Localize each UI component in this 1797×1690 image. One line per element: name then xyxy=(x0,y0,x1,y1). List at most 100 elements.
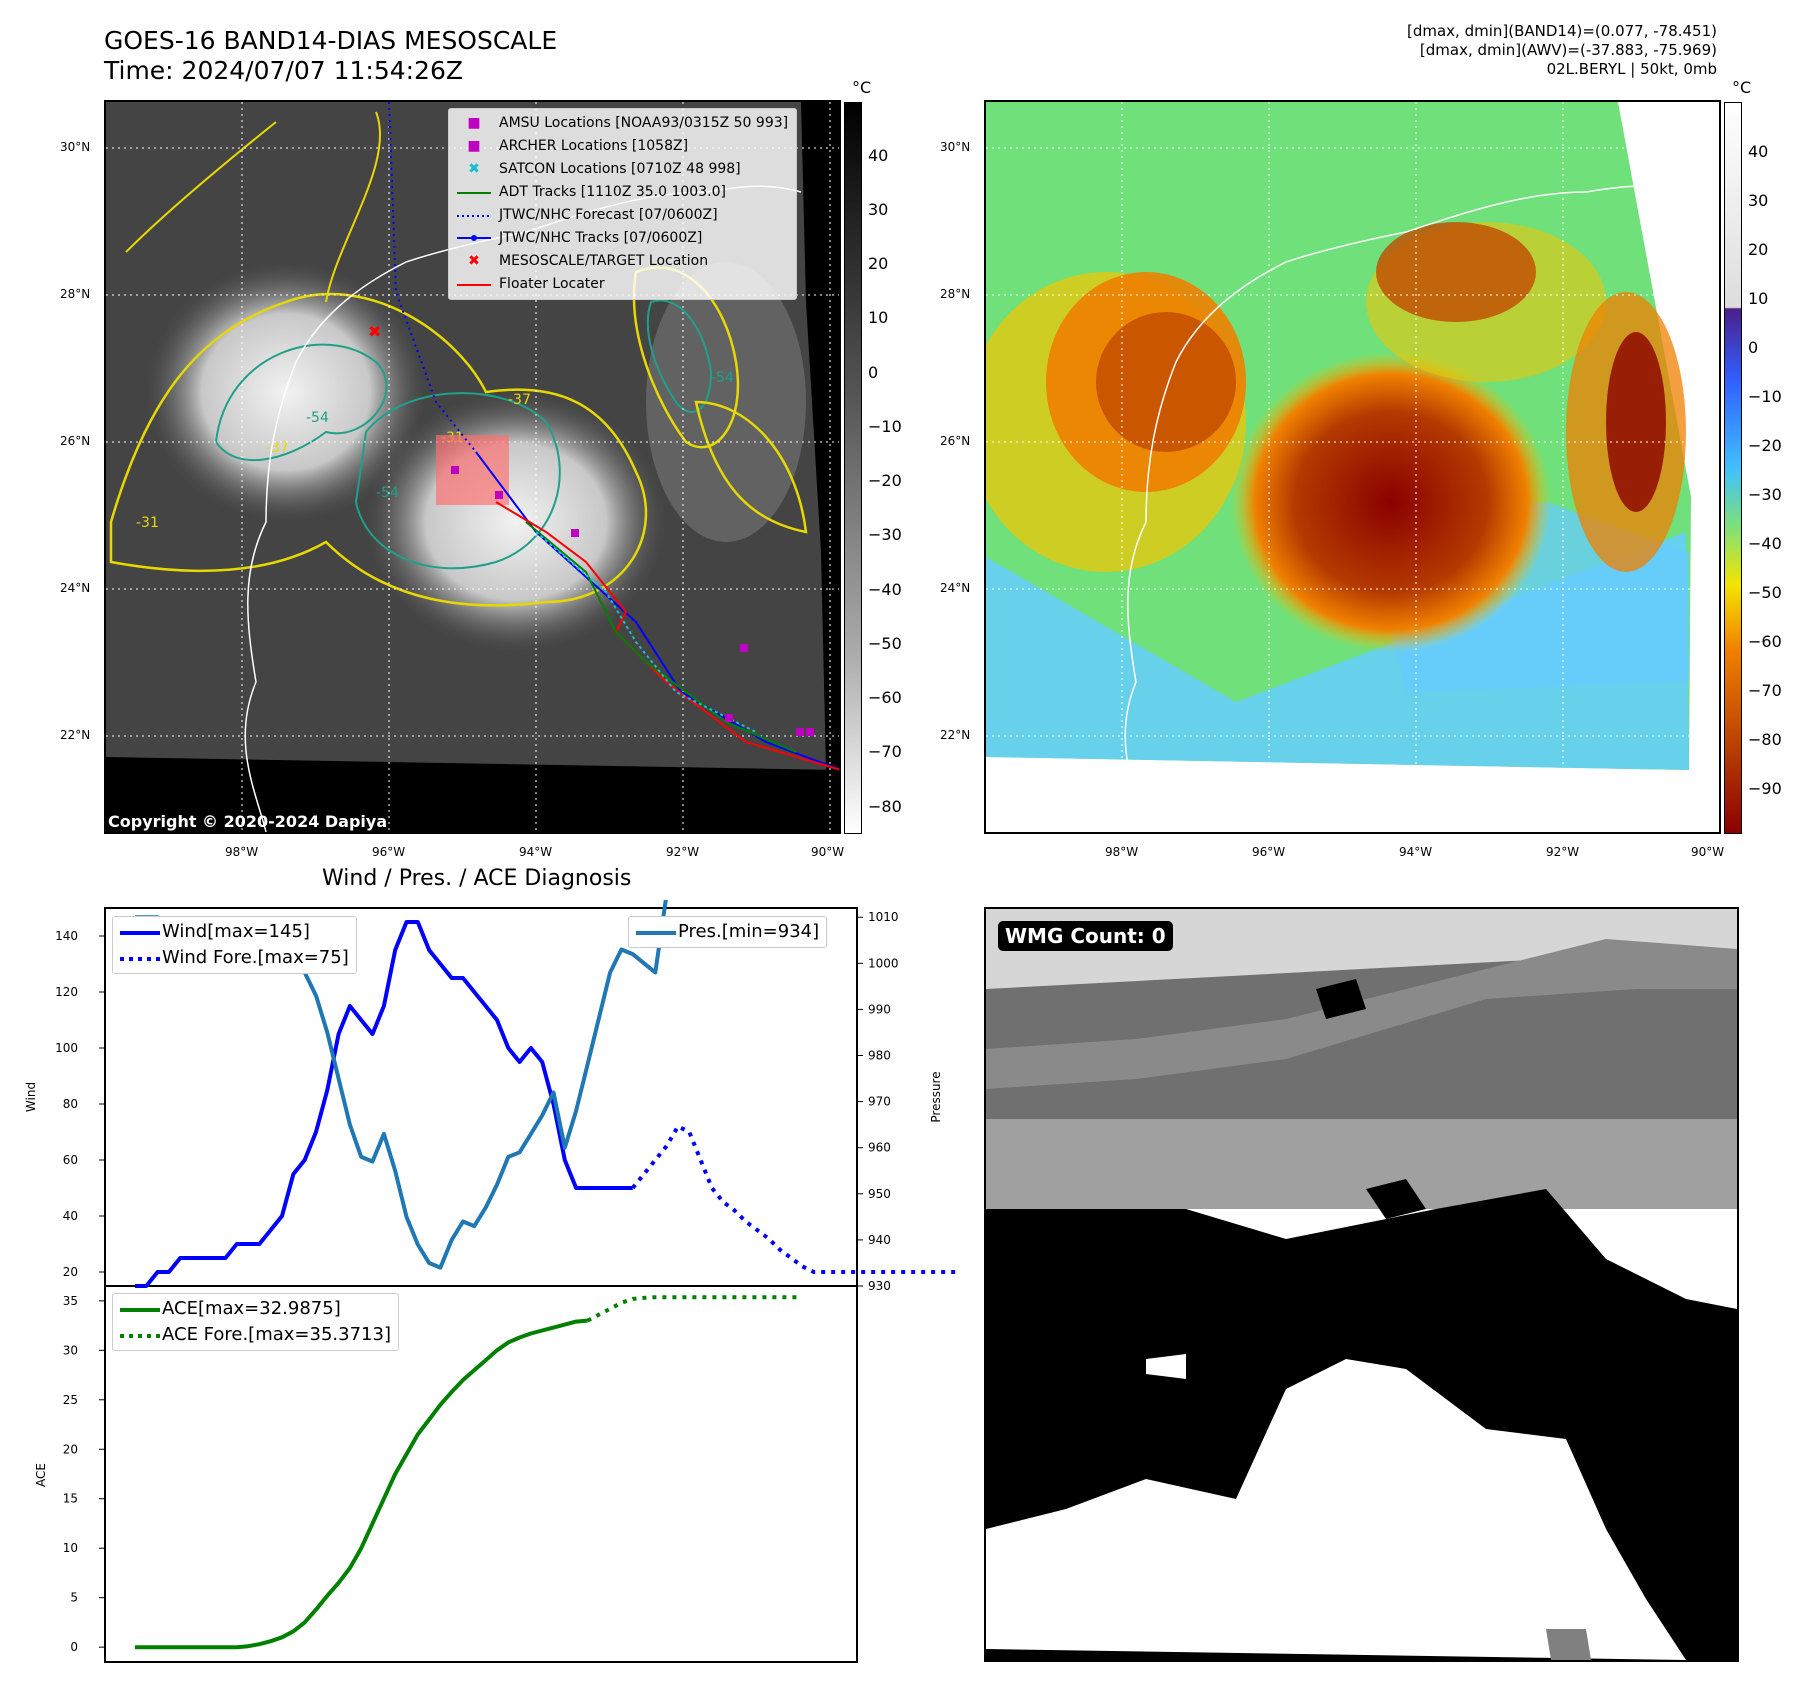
legend-label: Pres.[min=934] xyxy=(678,921,820,942)
lon-label: 98°W xyxy=(1105,845,1139,859)
map-gridlines xyxy=(986,102,1719,832)
legend-dotted-icon xyxy=(120,1322,160,1348)
pressure-tick-label: 970 xyxy=(868,1095,891,1109)
cb-tick: 10 xyxy=(1748,289,1769,308)
ace-tick-label: 10 xyxy=(63,1541,78,1555)
cb-tick: −70 xyxy=(1748,681,1782,700)
satcon-track xyxy=(535,531,757,733)
contour-label: -54 xyxy=(306,410,329,426)
info-block: [dmax, dmin](BAND14)=(0.077, -78.451) [d… xyxy=(1407,22,1717,79)
pressure-tick-label: 940 xyxy=(868,1233,891,1247)
cb-tick: 0 xyxy=(1748,338,1759,357)
legend-dotted-icon xyxy=(120,945,160,971)
cb-tick: 30 xyxy=(868,200,889,219)
legend-line-icon xyxy=(636,919,676,945)
lon-label: 96°W xyxy=(372,845,406,859)
cb-tick: −90 xyxy=(1748,779,1782,798)
lat-label: 22°N xyxy=(940,728,971,742)
chart-title-line1: GOES-16 BAND14-DIAS MESOSCALE xyxy=(104,26,558,55)
lon-label: 96°W xyxy=(1252,845,1286,859)
wmg-svg xyxy=(986,909,1737,1660)
cb-tick: −50 xyxy=(868,634,902,653)
legend-label: Wind Fore.[max=75] xyxy=(162,947,349,968)
cb-tick: −20 xyxy=(868,471,902,490)
legend-cross-icon: ✖ xyxy=(468,253,480,269)
cb-tick: 40 xyxy=(868,146,889,165)
wind-tick-label: 60 xyxy=(63,1153,78,1167)
pressure-legend: Pres.[min=934] xyxy=(628,916,828,948)
ace-tick-label: 25 xyxy=(63,1393,78,1407)
series-line-left xyxy=(135,920,633,1288)
cb-tick: −10 xyxy=(868,417,902,436)
wv-map-svg xyxy=(986,102,1719,832)
cb-tick: 20 xyxy=(1748,240,1769,259)
adt-track xyxy=(525,521,797,753)
legend-label: JTWC/NHC Tracks [07/0600Z] xyxy=(499,230,703,246)
lat-label: 28°N xyxy=(940,287,971,301)
amsu-marker xyxy=(571,529,579,537)
cb-tick: −30 xyxy=(1748,485,1782,504)
pressure-tick-label: 980 xyxy=(868,1049,891,1063)
cb-tick: −20 xyxy=(1748,436,1782,455)
ace-tick-label: 15 xyxy=(63,1492,78,1506)
legend-line-icon xyxy=(120,919,160,945)
map-legend: ■ AMSU Locations [NOAA93/0315Z 50 993] ■ A… xyxy=(448,108,798,300)
legend-square-icon: ■ xyxy=(467,138,481,154)
wind-tick-label: 40 xyxy=(63,1209,78,1223)
legend-dotline-icon xyxy=(457,227,491,250)
legend-label: ARCHER Locations [1058Z] xyxy=(499,138,689,154)
lon-label: 92°W xyxy=(1546,845,1580,859)
cb-tick: −50 xyxy=(1748,583,1782,602)
cb-tick: 20 xyxy=(868,254,889,273)
ace-tick-label: 20 xyxy=(63,1442,78,1456)
series-line-ace xyxy=(135,1318,588,1650)
lat-label: 30°N xyxy=(940,140,971,154)
lat-label: 26°N xyxy=(60,434,91,448)
info-line3: 02L.BERYL | 50kt, 0mb xyxy=(1546,60,1717,78)
wind-tick-label: 100 xyxy=(55,1041,78,1055)
legend-label: JTWC/NHC Forecast [07/0600Z] xyxy=(499,207,718,223)
cb-tick: −30 xyxy=(868,525,902,544)
chart-title-line2: Time: 2024/07/07 11:54:26Z xyxy=(104,56,463,85)
lat-label: 26°N xyxy=(940,434,971,448)
target-marker: ✖ xyxy=(368,322,381,341)
colorbar-right xyxy=(1724,102,1742,834)
wind-tick-label: 80 xyxy=(63,1097,78,1111)
colorbar-left xyxy=(844,102,862,834)
cb-tick: 30 xyxy=(1748,191,1769,210)
ace-tick-label: 30 xyxy=(63,1343,78,1357)
legend-square-icon: ■ xyxy=(467,115,481,131)
series-line-left-forecast xyxy=(631,1124,960,1274)
legend-label: SATCON Locations [0710Z 48 998] xyxy=(499,161,741,177)
legend-line-icon xyxy=(457,181,491,204)
lat-label: 28°N xyxy=(60,287,91,301)
info-line1: [dmax, dmin](BAND14)=(0.077, -78.451) xyxy=(1406,22,1717,40)
legend-label: ACE Fore.[max=35.3713] xyxy=(162,1324,391,1345)
ace-legend: ACE[max=32.9875] ACE Fore.[max=35.3713] xyxy=(112,1293,399,1351)
lon-label: 94°W xyxy=(1399,845,1433,859)
contour-label: -37 xyxy=(508,392,531,408)
lat-label: 24°N xyxy=(940,581,971,595)
wind-tick-label: 140 xyxy=(55,929,78,943)
ace-axis-label: ACE xyxy=(34,1463,48,1487)
wind-axis-label: Wind xyxy=(24,1082,38,1112)
legend-label: ADT Tracks [1110Z 35.0 1003.0] xyxy=(499,184,726,200)
cb-tick: −40 xyxy=(1748,534,1782,553)
legend-line-icon xyxy=(120,1296,160,1322)
lon-label: 92°W xyxy=(666,845,700,859)
cb-tick: −70 xyxy=(868,742,902,761)
lon-label: 98°W xyxy=(225,845,259,859)
amsu-marker xyxy=(806,728,814,736)
pressure-tick-label: 1000 xyxy=(868,956,899,970)
cb-tick: −80 xyxy=(868,797,902,816)
cb-tick: −10 xyxy=(1748,387,1782,406)
wind-tick-label: 120 xyxy=(55,985,78,999)
lat-label: 24°N xyxy=(60,581,91,595)
contour-label: -31 xyxy=(136,515,159,531)
legend-cross-icon: ✖ xyxy=(468,161,480,177)
cb-tick: −60 xyxy=(868,688,902,707)
legend-label: ACE[max=32.9875] xyxy=(162,1298,341,1319)
jtwc-track xyxy=(475,451,839,771)
lon-label: 90°W xyxy=(811,845,845,859)
cb-tick: 10 xyxy=(868,308,889,327)
